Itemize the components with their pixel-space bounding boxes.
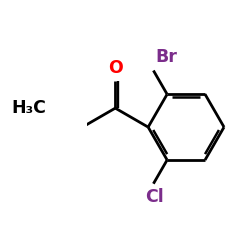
Text: Br: Br [156, 48, 178, 66]
Text: H₃C: H₃C [11, 99, 46, 117]
Text: Cl: Cl [145, 188, 164, 206]
Text: O: O [108, 58, 123, 76]
